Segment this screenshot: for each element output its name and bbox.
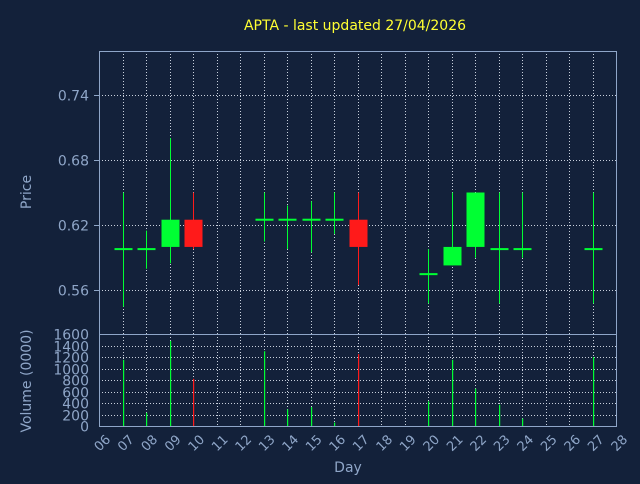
- candle-body: [325, 218, 344, 221]
- price-tick-label: 0.74: [58, 89, 89, 105]
- candle-body: [584, 248, 603, 251]
- volume-tick-label: 800: [62, 374, 89, 390]
- x-tick-label: 20: [421, 432, 443, 454]
- price-tick-label: 0.68: [58, 154, 89, 170]
- x-tick-label: 14: [280, 432, 302, 454]
- volume-tick-label: 0: [80, 420, 89, 436]
- x-axis-label: Day: [334, 460, 362, 476]
- volume-bar: [334, 422, 336, 426]
- x-tick-label: 15: [303, 432, 325, 454]
- volume-bar: [593, 357, 595, 426]
- volume-panel: 06 07 08 09 10 11 12 13 14 15 16 17 18 19 20 21 22 23 24 25…: [53, 328, 631, 455]
- x-tick-label: 13: [256, 432, 278, 454]
- x-tick-label: 19: [397, 432, 419, 454]
- x-tick-label: 07: [115, 432, 137, 454]
- x-tick-label: 11: [209, 432, 231, 454]
- x-tick-label: 12: [233, 432, 255, 454]
- volume-tick-label: 400: [62, 397, 89, 413]
- candle-body: [278, 218, 297, 221]
- volume-tick-label: 600: [62, 386, 89, 402]
- x-tick-label: 27: [585, 432, 607, 454]
- candle-body: [490, 248, 509, 251]
- x-tick-label: 08: [139, 432, 161, 454]
- volume-bar: [428, 401, 430, 426]
- price-panel: 0.56 0.62 0.68 0.74: [58, 51, 617, 335]
- candle-body: [184, 219, 203, 247]
- volume-tick-label: 1200: [53, 351, 89, 367]
- volume-bar: [170, 340, 172, 426]
- candle-body: [137, 248, 156, 251]
- chart-title: APTA - last updated 27/04/2026: [244, 18, 466, 34]
- volume-bar: [522, 418, 524, 426]
- volume-tick-label: 1000: [53, 363, 89, 379]
- x-tick-label: 25: [538, 432, 560, 454]
- candle-body: [349, 219, 368, 247]
- candle-body: [443, 246, 462, 266]
- candle-body: [161, 219, 180, 247]
- candle-body: [513, 248, 532, 251]
- x-tick-label: 21: [444, 432, 466, 454]
- x-tick-label: 26: [562, 432, 584, 454]
- volume-bar: [287, 409, 289, 426]
- x-tick-label: 23: [491, 432, 513, 454]
- x-tick-label: 28: [609, 432, 631, 454]
- candle-body: [466, 192, 485, 247]
- volume-plot-frame: [99, 334, 617, 427]
- volume-bar: [264, 351, 266, 426]
- volume-tick-label: 1600: [53, 328, 89, 344]
- x-tick-label: 06: [92, 432, 114, 454]
- x-tick-label: 22: [468, 432, 490, 454]
- x-tick-label: 18: [374, 432, 396, 454]
- price-tick-label: 0.62: [58, 219, 89, 235]
- volume-bar: [146, 412, 148, 426]
- x-tick-label: 17: [350, 432, 372, 454]
- volume-bar: [193, 378, 195, 426]
- price-tick-label: 0.56: [58, 284, 89, 300]
- volume-tick-label: 200: [62, 409, 89, 425]
- x-tick-label: 16: [327, 432, 349, 454]
- volume-bar: [311, 407, 313, 426]
- volume-bar: [358, 354, 360, 426]
- volume-bar: [499, 404, 501, 426]
- volume-tick-label: 1400: [53, 340, 89, 356]
- volume-bar: [452, 359, 454, 426]
- candle-body: [255, 218, 274, 221]
- x-tick-label: 09: [162, 432, 184, 454]
- candle-body: [114, 248, 133, 251]
- x-tick-label: 10: [186, 432, 208, 454]
- candle-body: [302, 218, 321, 221]
- candle-body: [419, 273, 438, 276]
- x-tick-label: 24: [515, 432, 537, 454]
- volume-axis-label: Volume (0000): [19, 329, 35, 432]
- volume-bar: [123, 359, 125, 426]
- volume-bar: [475, 388, 477, 426]
- price-axis-label: Price: [19, 175, 35, 209]
